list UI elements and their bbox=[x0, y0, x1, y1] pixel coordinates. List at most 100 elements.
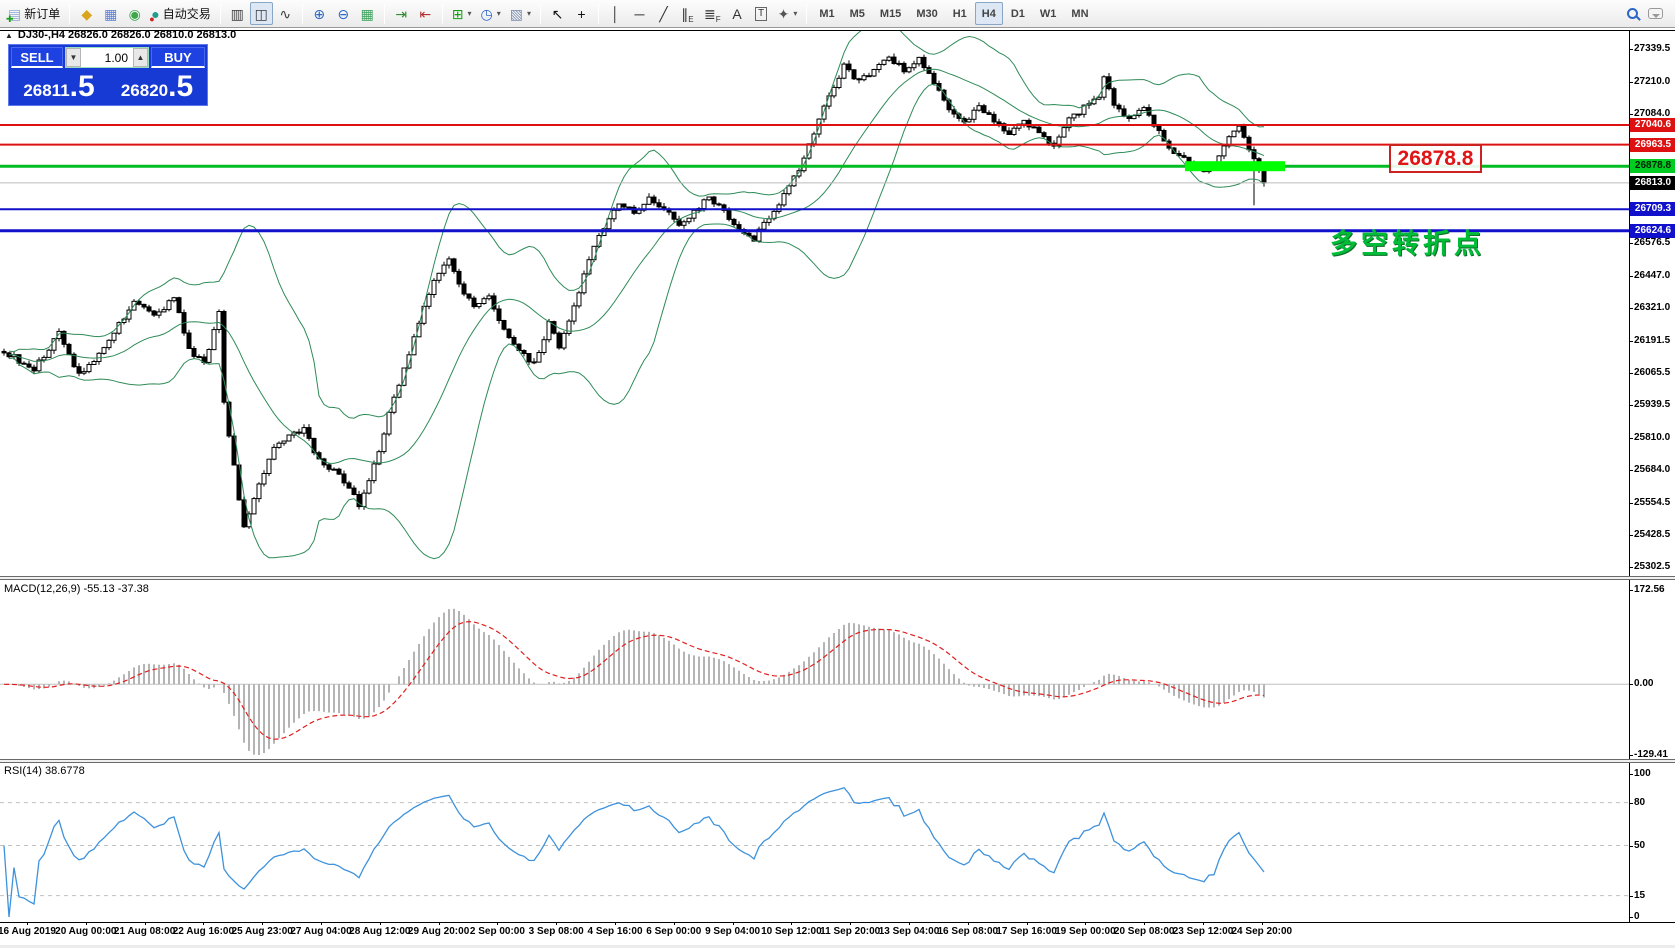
cursor-button[interactable]: ↖ bbox=[546, 2, 569, 25]
fibonacci-button[interactable]: ≣ F bbox=[703, 5, 721, 25]
buy-price-display: 26820 .5 bbox=[109, 70, 205, 103]
timeframe-m15[interactable]: M15 bbox=[879, 7, 902, 20]
time-label: 20 Aug 00:00 bbox=[55, 926, 117, 937]
candlestick-chart-button[interactable]: ◫ bbox=[249, 2, 273, 25]
rsi-pane-canvas[interactable] bbox=[0, 763, 1629, 922]
horizontal-line-button[interactable]: ─ bbox=[628, 2, 651, 25]
timeframe-h1[interactable]: H1 bbox=[952, 7, 967, 20]
time-label: 25 Aug 23:00 bbox=[231, 926, 293, 937]
new-order-button[interactable]: ▤ ✚ 新订单 bbox=[6, 5, 61, 24]
templates-button[interactable]: ▧ ▾ bbox=[509, 5, 531, 22]
timeframe-mn[interactable]: MN bbox=[1071, 7, 1089, 20]
price-tick: 26321.0 bbox=[1629, 301, 1675, 315]
price-tick: 25684.0 bbox=[1629, 463, 1675, 477]
tile-windows-button[interactable]: ▦ bbox=[356, 2, 379, 25]
time-label: 3 Sep 08:00 bbox=[528, 926, 584, 937]
line-chart-button[interactable]: ∿ bbox=[274, 2, 297, 25]
macd-axis-tick: 172.56 bbox=[1629, 583, 1675, 597]
sell-price-frac: .5 bbox=[69, 70, 95, 103]
zoom-in-icon: ⊕ bbox=[313, 5, 326, 22]
text-button[interactable]: A bbox=[726, 2, 749, 25]
volume-stepper: 1.00 bbox=[65, 47, 149, 68]
label-icon: T bbox=[755, 6, 768, 21]
search-icon[interactable] bbox=[1627, 8, 1638, 19]
price-tick: 27084.0 bbox=[1629, 107, 1675, 121]
time-label: 4 Sep 16:00 bbox=[587, 926, 643, 937]
time-label: 28 Aug 12:00 bbox=[349, 926, 411, 937]
zoom-out-button[interactable]: ⊖ bbox=[332, 2, 355, 25]
autotrade-icon: ● bbox=[151, 5, 160, 22]
vertical-line-button[interactable]: │ bbox=[604, 2, 627, 25]
price-tag: 26624.6 bbox=[1630, 223, 1675, 238]
toolbar-separator bbox=[219, 3, 221, 24]
price-tick: 26065.5 bbox=[1629, 366, 1675, 380]
timeframe-w1[interactable]: W1 bbox=[1039, 7, 1057, 20]
volume-value[interactable]: 1.00 bbox=[104, 50, 128, 65]
timeframe-m30[interactable]: M30 bbox=[916, 7, 938, 20]
chart-shift-icon: ⇤ bbox=[419, 5, 432, 22]
channel-icon: ∥ bbox=[681, 5, 689, 22]
buy-button[interactable]: BUY bbox=[151, 47, 205, 68]
time-label: 29 Aug 20:00 bbox=[407, 926, 470, 937]
time-label: 10 Sep 12:00 bbox=[761, 926, 822, 937]
price-tag: 27040.6 bbox=[1630, 118, 1675, 132]
buy-price-frac: .5 bbox=[168, 70, 194, 103]
toolbar: ▤ ✚ 新订单 ◆ ▦ ◉ ● ● 自动交易 ▥ ◫ ∿ ⊕ ⊖ ▦ ⇥ ⇤ ⊞ ▾ ◷ ▾ ▧ ▾ ↖ + │ ─ ╱ ∥ E ≣ F A T ✦… bbox=[0, 0, 1675, 28]
volume-decrease-button[interactable] bbox=[66, 48, 81, 67]
vertical-line-icon: │ bbox=[611, 5, 620, 22]
indicators-button[interactable]: ⊞ ▾ bbox=[451, 5, 472, 22]
signals-icon[interactable]: ◉ bbox=[123, 2, 146, 25]
highlight-segment bbox=[1185, 161, 1285, 172]
time-label: 21 Aug 08:00 bbox=[113, 926, 176, 937]
sell-price-int: 26811 bbox=[23, 81, 70, 100]
auto-scroll-icon: ⇥ bbox=[395, 5, 408, 22]
crosshair-button[interactable]: + bbox=[570, 2, 593, 25]
zoom-out-icon: ⊖ bbox=[337, 5, 350, 22]
shapes-button[interactable]: ✦ ▾ bbox=[777, 5, 798, 22]
templates-icon: ▧ bbox=[509, 5, 523, 22]
auto-scroll-button[interactable]: ⇥ bbox=[390, 2, 413, 25]
label-button[interactable]: T bbox=[750, 2, 773, 25]
price-tick: 27339.5 bbox=[1629, 42, 1675, 56]
macd-pane-canvas[interactable] bbox=[0, 580, 1629, 760]
price-tag: 26878.8 bbox=[1630, 159, 1675, 174]
volume-increase-button[interactable] bbox=[133, 48, 148, 67]
timeframe-d1[interactable]: D1 bbox=[1010, 7, 1025, 20]
time-label: 16 Sep 08:00 bbox=[937, 926, 999, 937]
time-label: 2 Sep 00:00 bbox=[469, 926, 525, 937]
chart-shift-button[interactable]: ⇤ bbox=[414, 2, 437, 25]
timeframe-h4[interactable]: H4 bbox=[974, 2, 1003, 25]
periods-icon: ◷ bbox=[480, 5, 493, 22]
data-window-icon[interactable]: ▦ bbox=[99, 2, 122, 25]
time-label: 9 Sep 04:00 bbox=[705, 926, 761, 937]
macd-signal-line bbox=[3, 620, 1265, 740]
signals-icon-icon: ◉ bbox=[128, 5, 141, 22]
sell-button[interactable]: SELL bbox=[11, 47, 63, 68]
bar-chart-button[interactable]: ▥ bbox=[226, 2, 249, 25]
chart-bottom-border bbox=[0, 922, 1675, 923]
one-click-trade-panel: SELL 1.00 BUY 26811 .5 26820 .5 bbox=[8, 44, 208, 106]
chat-icon[interactable] bbox=[1648, 8, 1663, 19]
timeframe-m5[interactable]: M5 bbox=[849, 7, 865, 20]
buy-price-int: 26820 bbox=[120, 81, 169, 100]
timeframe-m1[interactable]: M1 bbox=[819, 7, 835, 20]
autotrade-button[interactable]: ● ● 自动交易 bbox=[149, 5, 211, 24]
market-watch-icon[interactable]: ◆ bbox=[75, 2, 98, 25]
tile-windows-icon: ▦ bbox=[360, 5, 374, 22]
time-label: 16 Aug 2019 bbox=[0, 926, 56, 937]
time-label: 27 Aug 04:00 bbox=[290, 926, 352, 937]
main-chart-canvas[interactable] bbox=[0, 30, 1629, 577]
channel-button[interactable]: ∥ E bbox=[681, 5, 694, 25]
periods-button[interactable]: ◷ ▾ bbox=[480, 5, 501, 22]
zoom-in-button[interactable]: ⊕ bbox=[308, 2, 331, 25]
macd-pane-splitter[interactable] bbox=[0, 576, 1675, 580]
trendline-button[interactable]: ╱ bbox=[652, 2, 675, 25]
time-label: 13 Sep 04:00 bbox=[878, 926, 940, 937]
rsi-axis-tick: 80 bbox=[1629, 796, 1675, 810]
fibonacci-icon: ≣ bbox=[703, 5, 716, 22]
time-label: 24 Sep 20:00 bbox=[1231, 926, 1293, 937]
rsi-pane-splitter[interactable] bbox=[0, 759, 1675, 763]
price-tag: 26963.5 bbox=[1630, 137, 1675, 152]
toolbar-separator bbox=[69, 3, 71, 24]
time-label: 22 Aug 16:00 bbox=[172, 926, 235, 937]
